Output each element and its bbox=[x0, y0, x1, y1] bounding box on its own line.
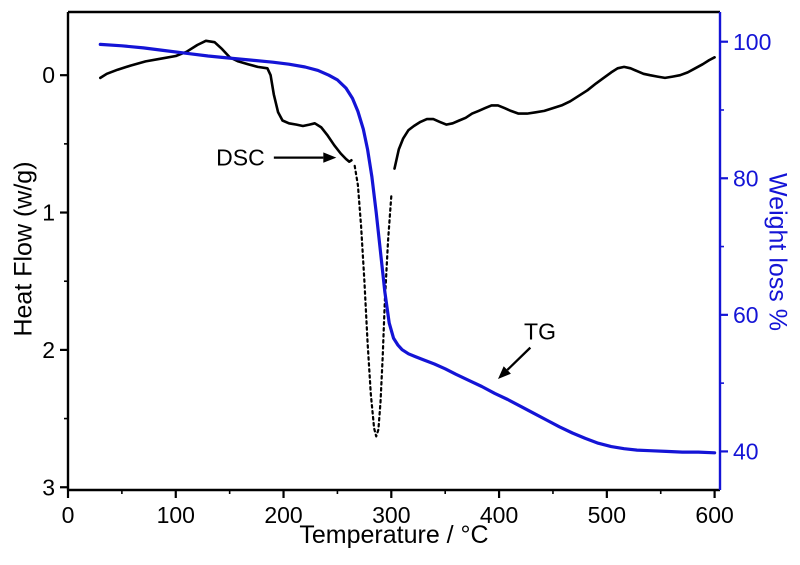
dsc-curve-dotted-peak bbox=[353, 164, 393, 438]
x-tick-label: 500 bbox=[588, 502, 626, 528]
right-tick-label: 100 bbox=[733, 29, 771, 55]
annotation-tg-arrow-head bbox=[497, 366, 511, 380]
x-tick-label: 600 bbox=[695, 502, 733, 528]
x-tick-label: 100 bbox=[157, 502, 195, 528]
annotation-tg-arrow-line bbox=[506, 346, 532, 371]
right-tick-label: 60 bbox=[733, 302, 759, 328]
right-axis-title: Weight loss % bbox=[763, 173, 792, 331]
dsc-curve bbox=[99, 39, 353, 163]
x-tick-label: 400 bbox=[480, 502, 518, 528]
left-tick-label: 2 bbox=[42, 337, 55, 363]
right-tick-label: 80 bbox=[733, 165, 759, 191]
left-axis-title: Heat Flow (w/g) bbox=[9, 161, 38, 337]
annotation-dsc-label: DSC bbox=[216, 145, 265, 171]
annotation-tg-label: TG bbox=[524, 318, 556, 344]
left-tick-label: 0 bbox=[42, 62, 55, 88]
right-tick-label: 40 bbox=[733, 438, 759, 464]
left-tick-label: 1 bbox=[42, 200, 55, 226]
annotation-dsc-arrow-head bbox=[323, 152, 337, 163]
tg-curve bbox=[98, 42, 717, 455]
left-tick-label: 3 bbox=[42, 474, 55, 500]
x-tick-label: 0 bbox=[62, 502, 75, 528]
x-tick-label: 200 bbox=[264, 502, 302, 528]
x-axis-title: Temperature / °C bbox=[299, 521, 489, 549]
dsc-curve bbox=[393, 55, 716, 170]
x-tick-label: 300 bbox=[372, 502, 410, 528]
